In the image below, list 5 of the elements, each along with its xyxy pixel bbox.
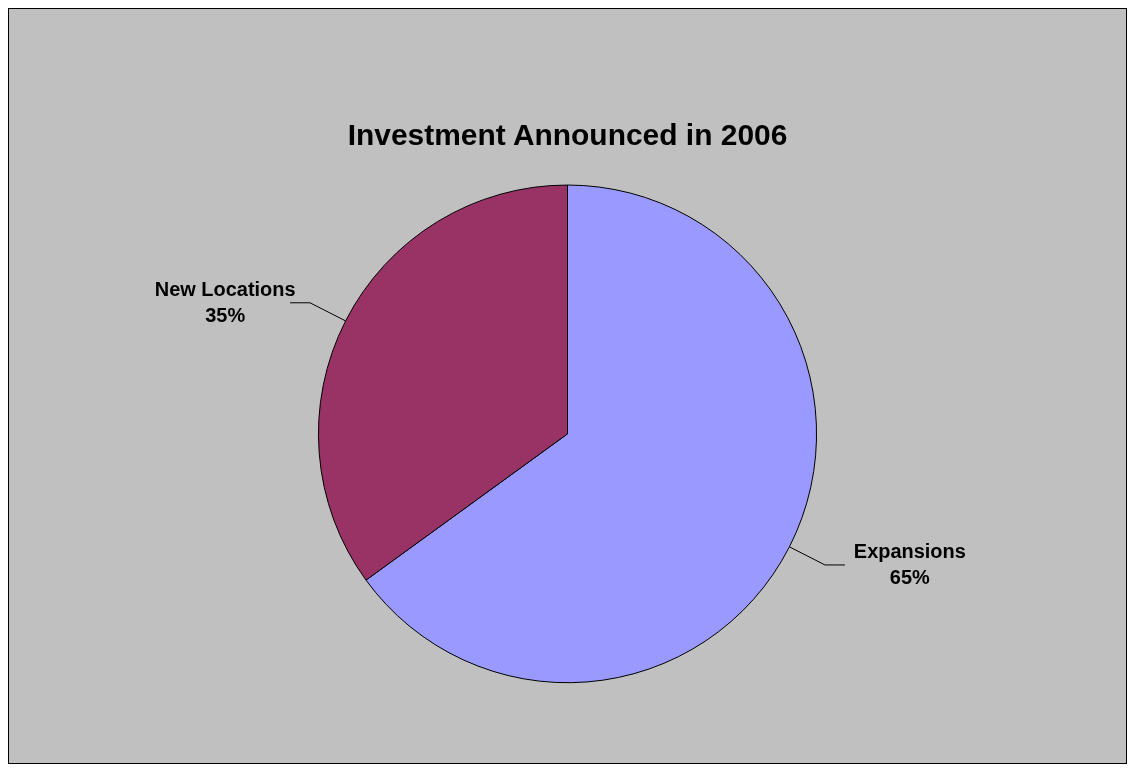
slice-label: New Locations: [154, 278, 296, 301]
data-label: 35%: [205, 304, 246, 327]
slice-label: Expansions: [853, 540, 966, 563]
chart-title: Investment Announced in 2006: [347, 117, 788, 151]
data-label: 65%: [889, 566, 931, 589]
